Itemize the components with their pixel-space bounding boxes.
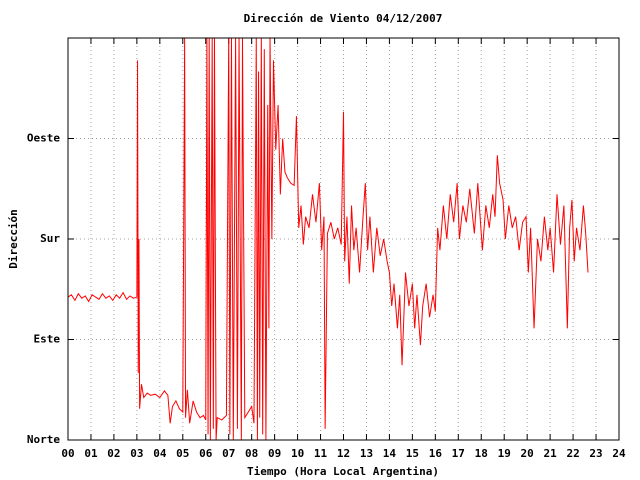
x-tick-label: 05 <box>176 447 189 460</box>
x-tick-label: 08 <box>245 447 258 460</box>
x-tick-label: 14 <box>383 447 397 460</box>
chart-title: Dirección de Viento 04/12/2007 <box>244 12 443 25</box>
x-tick-label: 23 <box>589 447 602 460</box>
y-tick-label: Sur <box>40 232 60 245</box>
x-tick-label: 20 <box>521 447 534 460</box>
x-tick-label: 13 <box>360 447 373 460</box>
x-tick-label: 03 <box>130 447 143 460</box>
x-axis-label: Tiempo (Hora Local Argentina) <box>247 465 439 478</box>
x-tick-label: 21 <box>544 447 558 460</box>
y-tick-label: Norte <box>27 433 60 446</box>
x-tick-label: 17 <box>452 447 465 460</box>
x-tick-label: 16 <box>429 447 443 460</box>
x-tick-label: 15 <box>406 447 419 460</box>
x-tick-label: 09 <box>268 447 281 460</box>
y-tick-label: Oeste <box>27 132 60 145</box>
x-tick-label: 06 <box>199 447 213 460</box>
x-tick-label: 18 <box>475 447 488 460</box>
x-tick-label: 02 <box>107 447 120 460</box>
x-tick-label: 04 <box>153 447 167 460</box>
x-tick-label: 07 <box>222 447 235 460</box>
y-axis-label: Dirección <box>7 209 20 269</box>
x-tick-label: 22 <box>566 447 579 460</box>
data-line <box>67 37 589 441</box>
x-tick-label: 01 <box>84 447 98 460</box>
x-tick-label: 10 <box>291 447 304 460</box>
x-tick-label: 24 <box>612 447 626 460</box>
y-tick-label: Este <box>34 333 61 346</box>
x-tick-label: 00 <box>61 447 74 460</box>
x-tick-label: 12 <box>337 447 350 460</box>
x-tick-label: 11 <box>314 447 328 460</box>
x-tick-label: 19 <box>498 447 511 460</box>
plot-frame <box>67 37 620 441</box>
